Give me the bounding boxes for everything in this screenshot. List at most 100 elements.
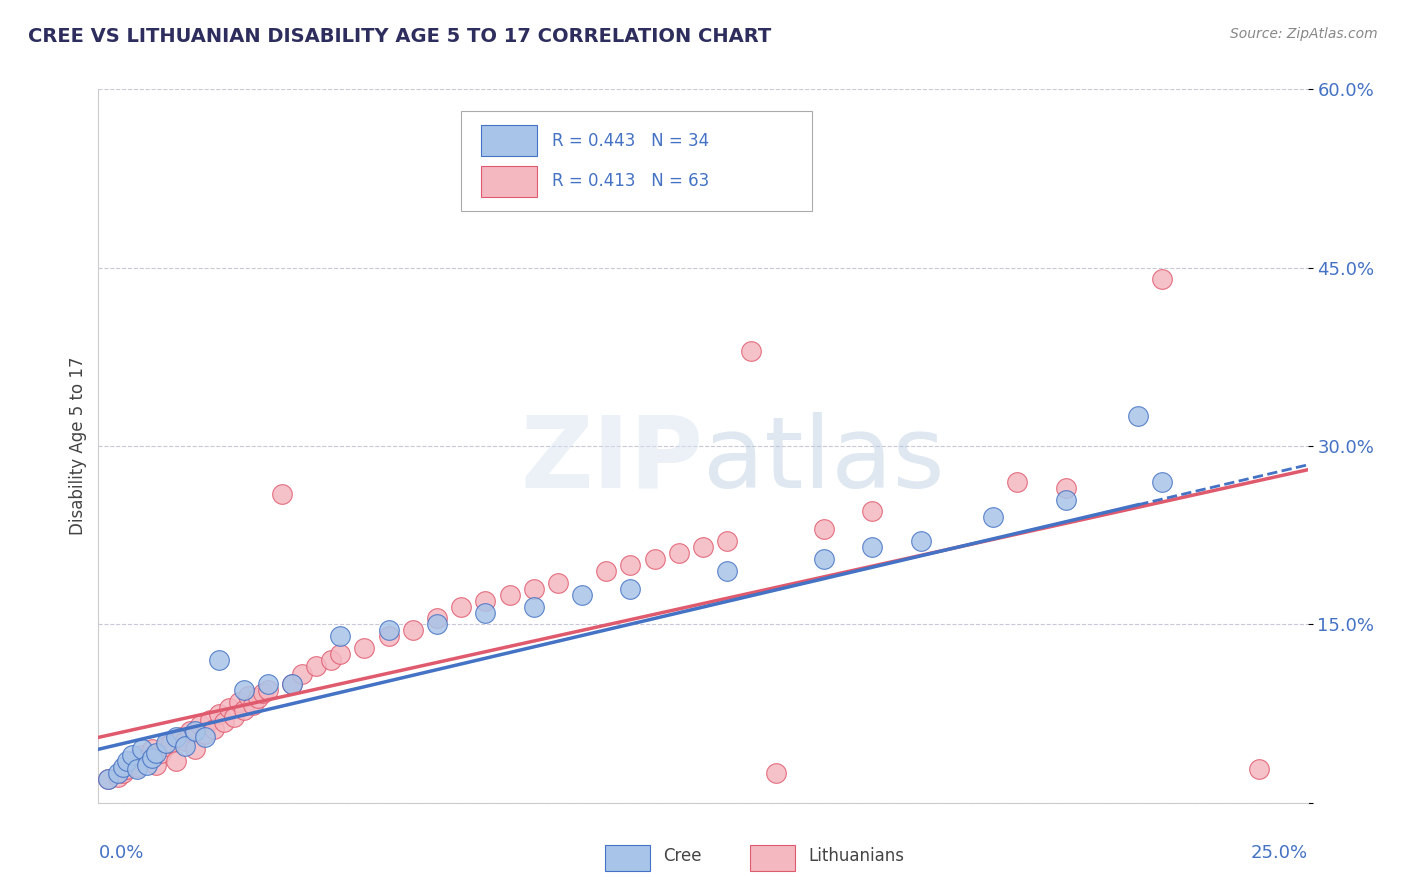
Point	[131, 742, 153, 756]
Point	[547, 575, 569, 590]
Point	[765, 766, 787, 780]
Point	[252, 686, 274, 700]
Point	[1128, 409, 1150, 424]
Point	[813, 522, 835, 536]
Point	[222, 710, 245, 724]
Point	[319, 653, 342, 667]
Point	[619, 582, 641, 596]
Text: Lithuanians: Lithuanians	[808, 847, 904, 865]
Point	[174, 739, 197, 753]
Point	[271, 486, 294, 500]
Text: R = 0.413   N = 63: R = 0.413 N = 63	[551, 171, 709, 189]
Point	[97, 772, 120, 786]
Point	[353, 641, 375, 656]
Point	[121, 754, 143, 768]
Point	[571, 142, 593, 156]
Text: R = 0.443   N = 34: R = 0.443 N = 34	[551, 132, 709, 150]
Point	[910, 534, 932, 549]
Point	[160, 736, 183, 750]
Point	[1152, 475, 1174, 489]
Point	[127, 763, 149, 777]
FancyBboxPatch shape	[481, 125, 537, 156]
Point	[184, 724, 207, 739]
Point	[111, 760, 134, 774]
Point	[1054, 481, 1077, 495]
Point	[179, 724, 201, 739]
Point	[208, 653, 231, 667]
Point	[474, 606, 496, 620]
Point	[135, 750, 157, 764]
Point	[141, 750, 163, 764]
Point	[498, 588, 520, 602]
Point	[194, 727, 217, 741]
Point	[145, 746, 167, 760]
Text: atlas: atlas	[703, 412, 945, 508]
Text: CREE VS LITHUANIAN DISABILITY AGE 5 TO 17 CORRELATION CHART: CREE VS LITHUANIAN DISABILITY AGE 5 TO 1…	[28, 27, 772, 45]
Point	[1249, 763, 1271, 777]
Point	[281, 677, 304, 691]
Point	[377, 629, 399, 643]
FancyBboxPatch shape	[751, 845, 794, 871]
Point	[198, 713, 221, 727]
Point	[644, 552, 666, 566]
Point	[716, 534, 738, 549]
Point	[141, 742, 163, 756]
Point	[290, 667, 312, 681]
Point	[256, 682, 278, 697]
Point	[474, 593, 496, 607]
Point	[523, 599, 546, 614]
Point	[247, 691, 270, 706]
Point	[131, 748, 153, 763]
Point	[716, 564, 738, 578]
FancyBboxPatch shape	[605, 845, 650, 871]
Point	[232, 703, 254, 717]
Text: 0.0%: 0.0%	[98, 845, 143, 863]
Point	[188, 718, 211, 732]
Point	[981, 510, 1004, 524]
Point	[121, 748, 143, 763]
Text: ZIP: ZIP	[520, 412, 703, 508]
Point	[692, 540, 714, 554]
Point	[1007, 475, 1029, 489]
Point	[184, 742, 207, 756]
Point	[242, 698, 264, 713]
Point	[450, 599, 472, 614]
Point	[619, 558, 641, 572]
Point	[329, 647, 352, 661]
Point	[305, 659, 328, 673]
Point	[571, 588, 593, 602]
Point	[204, 722, 226, 736]
Point	[1054, 492, 1077, 507]
Point	[1152, 272, 1174, 286]
Point	[117, 763, 139, 777]
Point	[194, 731, 217, 745]
Point	[426, 617, 449, 632]
Point	[135, 757, 157, 772]
Point	[595, 564, 617, 578]
Point	[523, 582, 546, 596]
Text: Cree: Cree	[664, 847, 702, 865]
Point	[668, 546, 690, 560]
Text: 25.0%: 25.0%	[1250, 845, 1308, 863]
Point	[150, 746, 173, 760]
Point	[165, 754, 187, 768]
Point	[228, 695, 250, 709]
FancyBboxPatch shape	[461, 111, 811, 211]
Point	[238, 689, 260, 703]
Point	[117, 754, 139, 768]
Point	[813, 552, 835, 566]
FancyBboxPatch shape	[481, 166, 537, 197]
Point	[111, 766, 134, 780]
Point	[107, 770, 129, 784]
Y-axis label: Disability Age 5 to 17: Disability Age 5 to 17	[69, 357, 87, 535]
Point	[329, 629, 352, 643]
Point	[155, 739, 177, 753]
Point	[402, 624, 425, 638]
Point	[281, 677, 304, 691]
Point	[426, 611, 449, 625]
Point	[232, 682, 254, 697]
Point	[145, 757, 167, 772]
Point	[97, 772, 120, 786]
Point	[218, 700, 240, 714]
Text: Source: ZipAtlas.com: Source: ZipAtlas.com	[1230, 27, 1378, 41]
